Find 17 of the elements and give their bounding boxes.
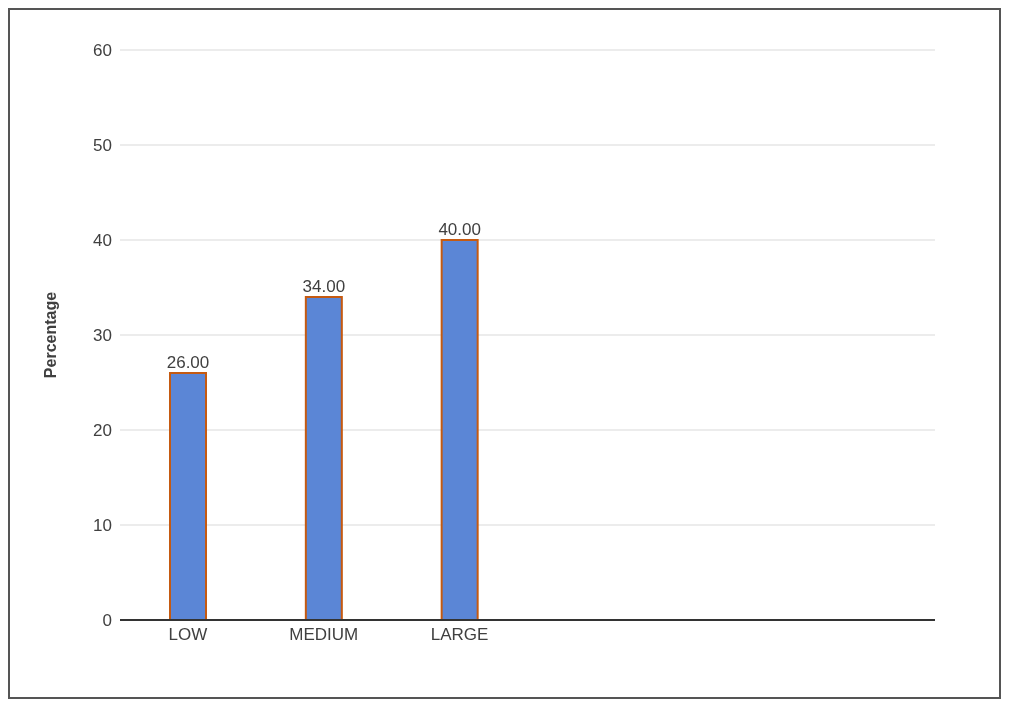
data-label: 34.00 — [302, 277, 346, 296]
y-tick-label: 60 — [93, 41, 112, 61]
y-tick-label: 40 — [93, 231, 112, 251]
x-tick-label: LOW — [168, 625, 208, 645]
y-tick-label: 20 — [93, 421, 112, 441]
y-tick-label: 10 — [93, 516, 112, 536]
data-label: 40.00 — [438, 220, 481, 239]
y-tick-label: 30 — [93, 326, 112, 346]
x-tick-label: LARGE — [430, 625, 489, 645]
y-axis-title: Percentage — [41, 291, 59, 379]
bar — [440, 239, 479, 620]
x-tick-label: MEDIUM — [289, 625, 359, 645]
bar — [169, 372, 207, 620]
y-tick-label: 50 — [93, 136, 112, 156]
bar — [304, 296, 343, 620]
data-label: 26.00 — [166, 353, 210, 372]
y-tick-label: 0 — [102, 611, 112, 631]
